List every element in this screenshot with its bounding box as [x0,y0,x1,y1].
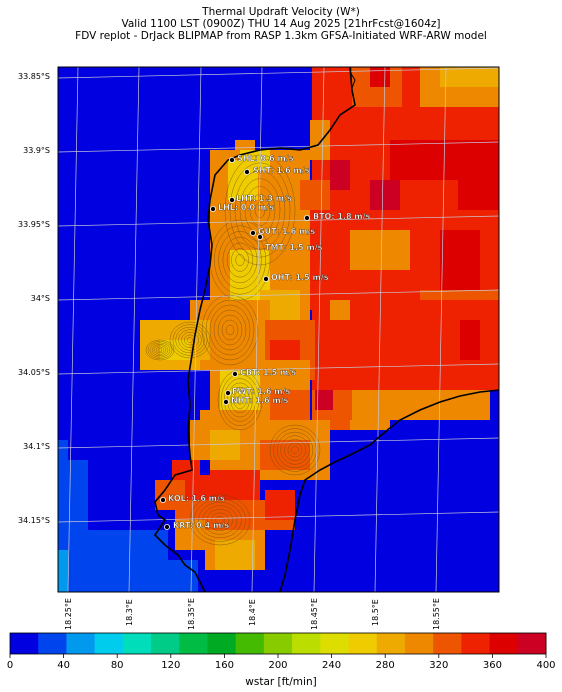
lat-label: 33.9°S [23,146,50,155]
station-label: TMT: 1.5 m/s [265,243,323,252]
station-label: SHL: 0.6 m/s [237,154,294,163]
station-label: LHL: 0.0 m/s [218,203,274,212]
heat-cells [58,67,499,592]
station-label: KRT: 0.4 m/s [173,521,229,530]
station-dot [256,233,263,240]
station-label: BTO: 1.8 m/s [313,212,371,221]
colorbar-segment [235,633,265,654]
colorbar-segment [10,633,39,654]
station-label: FWT: 1.6 m/s [232,387,291,396]
lat-label: 33.95°S [18,220,50,229]
lon-label: 18.55°E [432,598,441,630]
station-label: OHT: 1.5 m/s [271,273,329,282]
lon-label: 18.4°E [248,599,257,626]
colorbar-segment [348,633,378,654]
colorbar-segment [94,633,124,654]
colorbar-segment [207,633,237,654]
lat-label: 34.15°S [18,516,50,525]
map-subtitle-source: FDV replot - DrJack BLIPMAP from RASP 1.… [75,30,487,42]
map-title: Thermal Updraft Velocity (W*) [202,6,360,18]
colorbar-tick-label: 200 [268,660,288,671]
colorbar-segment [66,633,96,654]
colorbar-segment [38,633,67,654]
colorbar-segment [151,633,180,654]
station-dot [163,524,170,531]
station-label: KOL: 1.6 m/s [168,494,225,503]
station-label: NHT: 1.6 m/s [231,396,289,405]
lon-label: 18.3°E [125,599,134,626]
station-label: CBT: 1.5 m/s [240,368,296,377]
colorbar-segment [320,633,350,654]
station-markers: SHL: 0.6 m/s SHT: 1.6 m/s LHT: 1.3 m/sLHL:… [159,154,371,531]
colorbar-label: wstar [ft/min] [245,676,317,688]
station-dot [159,496,166,503]
lon-label: 18.5°E [371,599,380,626]
lon-label: 18.35°E [187,598,196,630]
colorbar-tick-label: 320 [429,660,449,671]
colorbar-segment [263,633,293,654]
colorbar-segment [517,633,547,654]
colorbar-segment [461,633,491,654]
lat-label: 33.85°S [18,72,50,81]
colorbar [9,632,547,658]
station-dot [303,214,310,221]
colorbar-tick-label: 240 [322,660,342,671]
colorbar-segment [179,633,208,654]
colorbar-segment [122,633,152,654]
colorbar-segment [292,633,321,654]
station-dot [222,398,229,405]
station-label: LHT: 1.3 m/s [236,194,292,203]
coastline [153,66,500,593]
colorbar-tick-label: 400 [536,660,556,671]
station-label: SHT: 1.6 m/s [253,166,310,175]
station-dot [243,168,250,175]
colorbar-tick-label: 0 [6,660,14,671]
station-dot [228,196,235,203]
station-dot [231,370,238,377]
lon-label: 18.45°E [310,598,319,630]
graticule [57,66,500,593]
station-dot [249,229,256,236]
colorbar-tick-label: 40 [57,660,70,671]
colorbar-tick-label: 280 [375,660,395,671]
colorbar-segment [489,633,519,654]
map-subtitle-valid: Valid 1100 LST (0900Z) THU 14 Aug 2025 [… [121,18,441,30]
station-label: GUT: 1.6 m/s [258,227,315,236]
colorbar-tick-label: 120 [161,660,181,671]
colorbar-segment [404,633,434,654]
colorbar-tick-label: 360 [482,660,502,671]
colorbar-tick-label: 80 [110,660,124,671]
lat-label: 34.1°S [23,442,50,451]
station-dot [228,156,235,163]
station-dot [209,205,216,212]
colorbar-segment [376,633,406,654]
terrain-contours [145,154,321,546]
colorbar-tick-label: 160 [214,660,234,671]
lon-label: 18.25°E [64,598,73,630]
lat-label: 34°S [30,294,50,303]
colorbar-segment [433,633,462,654]
map-frame [57,66,500,593]
station-dot [262,275,269,282]
lat-label: 34.05°S [18,368,50,377]
station-dot [224,389,231,396]
